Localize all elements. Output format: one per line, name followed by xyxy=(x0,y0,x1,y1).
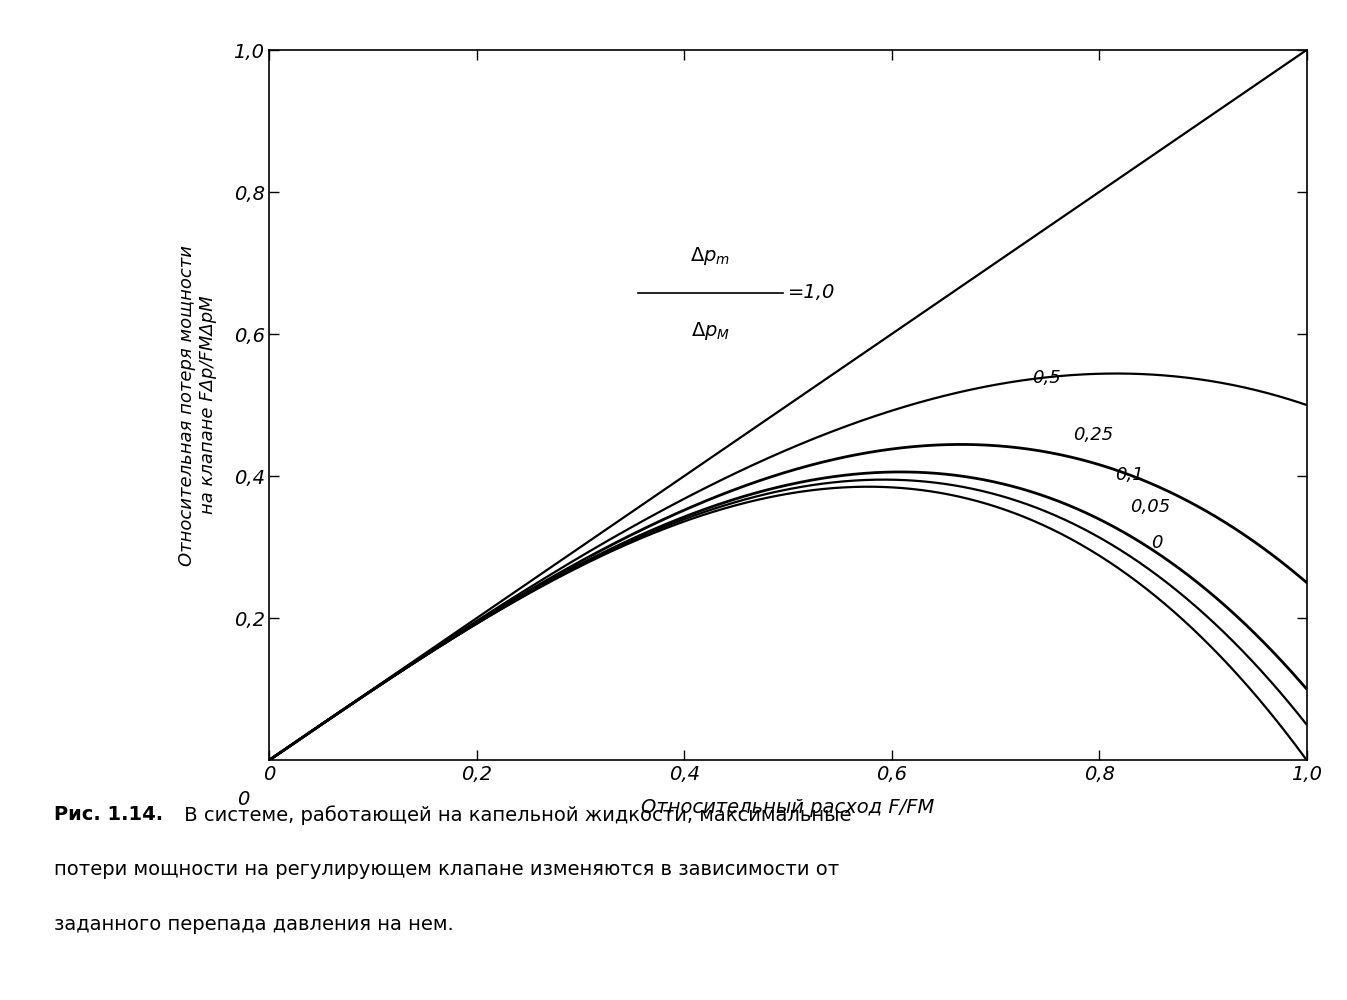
Text: 0: 0 xyxy=(237,790,249,809)
Text: потери мощности на регулирующем клапане изменяются в зависимости от: потери мощности на регулирующем клапане … xyxy=(54,860,839,879)
Text: заданного перепада давления на нем.: заданного перепада давления на нем. xyxy=(54,915,454,934)
Text: 0,25: 0,25 xyxy=(1074,426,1114,444)
Text: 0: 0 xyxy=(1150,534,1162,552)
Text: Рис. 1.14.: Рис. 1.14. xyxy=(54,805,163,824)
Text: $\Delta p_M$: $\Delta p_M$ xyxy=(691,320,730,342)
Text: В системе, работающей на капельной жидкости, максимальные: В системе, работающей на капельной жидко… xyxy=(178,805,851,825)
Text: $\Delta p_m$: $\Delta p_m$ xyxy=(690,245,730,267)
Text: 0,05: 0,05 xyxy=(1130,498,1171,516)
Y-axis label: Относительная потеря мощности
на клапане FΔp/FМΔpМ: Относительная потеря мощности на клапане… xyxy=(178,244,217,566)
Text: =1,0: =1,0 xyxy=(788,283,835,302)
Text: 0,5: 0,5 xyxy=(1032,369,1060,387)
X-axis label: Относительный расход F/FМ: Относительный расход F/FМ xyxy=(641,798,935,817)
Text: 0,1: 0,1 xyxy=(1115,466,1144,484)
